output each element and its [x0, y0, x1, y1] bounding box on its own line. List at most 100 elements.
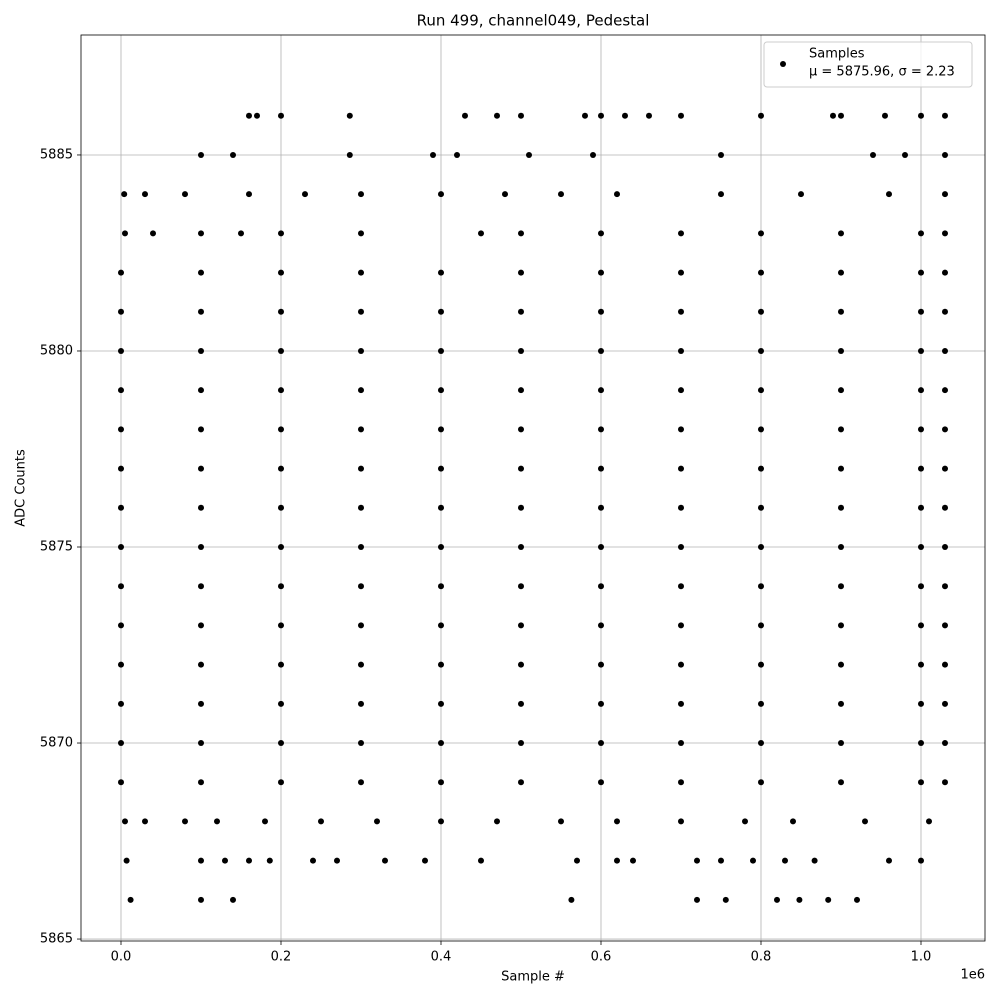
point [918, 504, 924, 511]
point [630, 857, 636, 864]
point [358, 622, 364, 629]
point [302, 191, 308, 198]
point [886, 191, 892, 198]
point [838, 661, 844, 668]
point [678, 347, 684, 354]
point [358, 661, 364, 668]
point [494, 112, 500, 119]
point [838, 504, 844, 511]
point [942, 661, 948, 668]
point [198, 230, 204, 237]
point [518, 740, 524, 747]
point [438, 583, 444, 590]
point [518, 504, 524, 511]
point [518, 387, 524, 394]
point [254, 112, 260, 119]
point [246, 191, 252, 198]
point [438, 544, 444, 551]
axes-frame [80, 34, 986, 942]
point [358, 426, 364, 433]
point [118, 426, 124, 433]
point [278, 387, 284, 394]
point [598, 269, 604, 276]
legend: Samples μ = 5875.96, σ = 2.23 [763, 41, 973, 88]
point [230, 151, 236, 158]
point [118, 779, 124, 786]
point [918, 740, 924, 747]
point [238, 230, 244, 237]
point [758, 230, 764, 237]
point [758, 504, 764, 511]
point [558, 818, 564, 825]
point [518, 347, 524, 354]
point [334, 857, 340, 864]
points [118, 112, 948, 903]
point [438, 191, 444, 198]
point [358, 544, 364, 551]
point [758, 544, 764, 551]
point [918, 857, 924, 864]
point [438, 818, 444, 825]
point [614, 857, 620, 864]
point [598, 622, 604, 629]
point [758, 700, 764, 707]
point [838, 347, 844, 354]
point [198, 347, 204, 354]
point [678, 504, 684, 511]
x-tick-label: 0.0 [111, 950, 132, 965]
point [454, 151, 460, 158]
point [278, 230, 284, 237]
point [678, 544, 684, 551]
y-tick-label: 5885 [40, 147, 73, 162]
point [198, 308, 204, 315]
point [926, 818, 932, 825]
point [518, 308, 524, 315]
point [198, 504, 204, 511]
point [598, 347, 604, 354]
point [758, 308, 764, 315]
point [758, 740, 764, 747]
point [518, 465, 524, 472]
point [854, 896, 860, 903]
point [358, 387, 364, 394]
legend-box [763, 41, 973, 88]
point [198, 700, 204, 707]
point [838, 465, 844, 472]
point [758, 661, 764, 668]
point [918, 622, 924, 629]
point [118, 269, 124, 276]
point [502, 191, 508, 198]
point [214, 818, 220, 825]
point [374, 818, 380, 825]
point [118, 387, 124, 394]
point [598, 583, 604, 590]
point [942, 504, 948, 511]
point [118, 544, 124, 551]
point [838, 544, 844, 551]
point [123, 857, 130, 864]
point [358, 504, 364, 511]
point [678, 112, 684, 119]
point [118, 700, 124, 707]
point [198, 269, 204, 276]
point [598, 426, 604, 433]
point [830, 112, 836, 119]
point [598, 740, 604, 747]
point [718, 857, 724, 864]
chart-title: Run 499, channel049, Pedestal [417, 12, 650, 30]
point [118, 622, 124, 629]
point [722, 896, 729, 903]
point [518, 700, 524, 707]
point [942, 740, 948, 747]
point [438, 740, 444, 747]
point [574, 857, 580, 864]
point [758, 426, 764, 433]
point [346, 151, 353, 158]
point [918, 269, 924, 276]
point [758, 347, 764, 354]
point [118, 308, 124, 315]
point [266, 857, 273, 864]
point [838, 740, 844, 747]
point [382, 857, 388, 864]
